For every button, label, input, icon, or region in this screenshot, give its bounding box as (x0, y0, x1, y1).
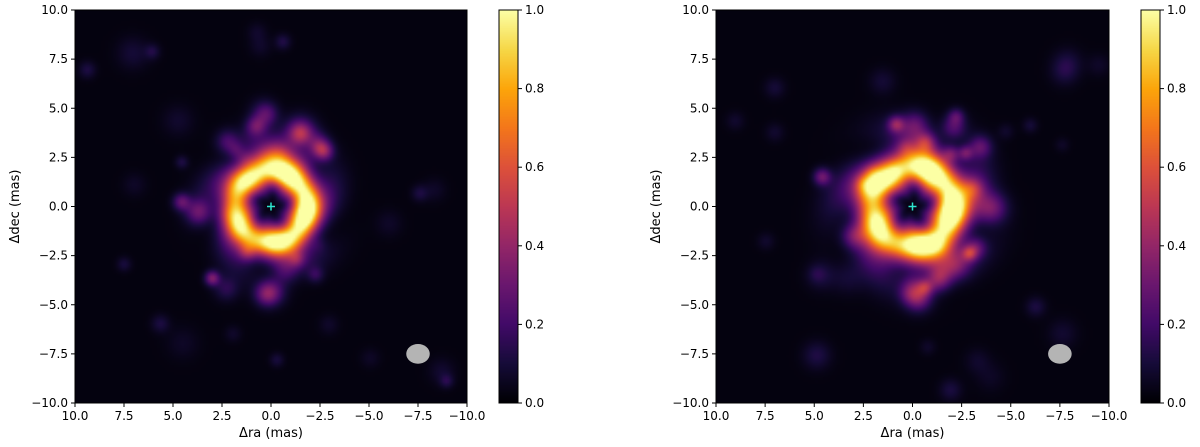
y-tick-label: 5.0 (49, 101, 68, 115)
colorbar-tick-label: 0.2 (1167, 317, 1186, 331)
y-tick-label: −2.5 (39, 249, 68, 263)
x-tick-label: 7.5 (756, 409, 775, 423)
y-tick-label: −5.0 (39, 298, 68, 312)
y-tick-label: 0.0 (49, 200, 68, 214)
beam-ellipse (1048, 344, 1072, 364)
y-tick-label: 2.5 (690, 150, 709, 164)
colorbar-tick-label: 0.6 (525, 160, 544, 174)
y-tick-label: 5.0 (690, 101, 709, 115)
x-tick-label: 10.0 (62, 409, 89, 423)
colorbar-tick-label: 0.0 (525, 396, 544, 410)
colorbar: 0.0 0.2 0.4 0.6 0.8 1.0 (498, 3, 544, 410)
y-tick-label: 7.5 (690, 52, 709, 66)
colorbar-frame (1140, 9, 1161, 404)
y-tick-label: −7.5 (680, 347, 709, 361)
colorbar-tick-label: 0.4 (1167, 239, 1186, 253)
y-tick-label: 7.5 (49, 52, 68, 66)
colorbar-frame (498, 9, 519, 404)
x-tick-label: −2.5 (305, 409, 334, 423)
x-tick-label: −10.0 (449, 409, 486, 423)
colorbar-tick-label: 0.6 (1167, 160, 1186, 174)
x-axis-label: Δra (mas) (881, 426, 945, 441)
x-tick-label: 2.5 (212, 409, 231, 423)
x-tick-label: −2.5 (947, 409, 976, 423)
x-tick-label: −10.0 (1091, 409, 1128, 423)
y-tick-label: −2.5 (680, 249, 709, 263)
x-tick-label: −5.0 (996, 409, 1025, 423)
x-tick-label: −7.5 (1045, 409, 1074, 423)
center-marker (908, 202, 917, 211)
x-tick-label: 5.0 (805, 409, 824, 423)
y-tick-label: 2.5 (49, 150, 68, 164)
y-tick-label: 0.0 (690, 200, 709, 214)
center-marker (267, 202, 275, 211)
colorbar-gradient (1141, 10, 1160, 403)
y-tick-label: −10.0 (672, 396, 709, 410)
panel-2: 10.0 7.5 5.0 2.5 0.0 −2.5 −5.0 −7.5 −10.010.07.5… (649, 3, 1186, 441)
colorbar-tick-label: 0.0 (1167, 396, 1186, 410)
colorbar: 0.0 0.2 0.4 0.6 0.8 1.0 (1140, 3, 1186, 410)
colorbar-tick-label: 0.8 (525, 82, 544, 96)
panel-1: 10.0 7.5 5.0 2.5 0.0 −2.5 −5.0 −7.5 −10.010.07.5… (8, 3, 544, 441)
y-tick-label: 10.0 (41, 3, 68, 17)
x-tick-label: 0.0 (903, 409, 922, 423)
x-axis-label: Δra (mas) (239, 426, 303, 441)
y-tick-label: −10.0 (31, 396, 68, 410)
colorbar-gradient (499, 10, 518, 403)
x-tick-label: 0.0 (261, 409, 280, 423)
colorbar-tick-label: 1.0 (1167, 3, 1186, 17)
x-tick-label: 10.0 (703, 409, 730, 423)
x-tick-label: 7.5 (114, 409, 133, 423)
y-axis-label: Δdec (mas) (649, 170, 664, 244)
y-tick-label: −7.5 (39, 347, 68, 361)
y-tick-label: −5.0 (680, 298, 709, 312)
colorbar-tick-label: 1.0 (525, 3, 544, 17)
y-tick-label: 10.0 (682, 3, 709, 17)
beam-ellipse (406, 344, 430, 364)
colorbar-tick-label: 0.4 (525, 239, 544, 253)
x-tick-label: 5.0 (163, 409, 182, 423)
y-axis-label: Δdec (mas) (8, 170, 23, 244)
x-tick-label: −7.5 (403, 409, 432, 423)
colorbar-tick-label: 0.8 (1167, 82, 1186, 96)
x-tick-label: 2.5 (854, 409, 873, 423)
colorbar-tick-label: 0.2 (525, 317, 544, 331)
x-tick-label: −5.0 (354, 409, 383, 423)
